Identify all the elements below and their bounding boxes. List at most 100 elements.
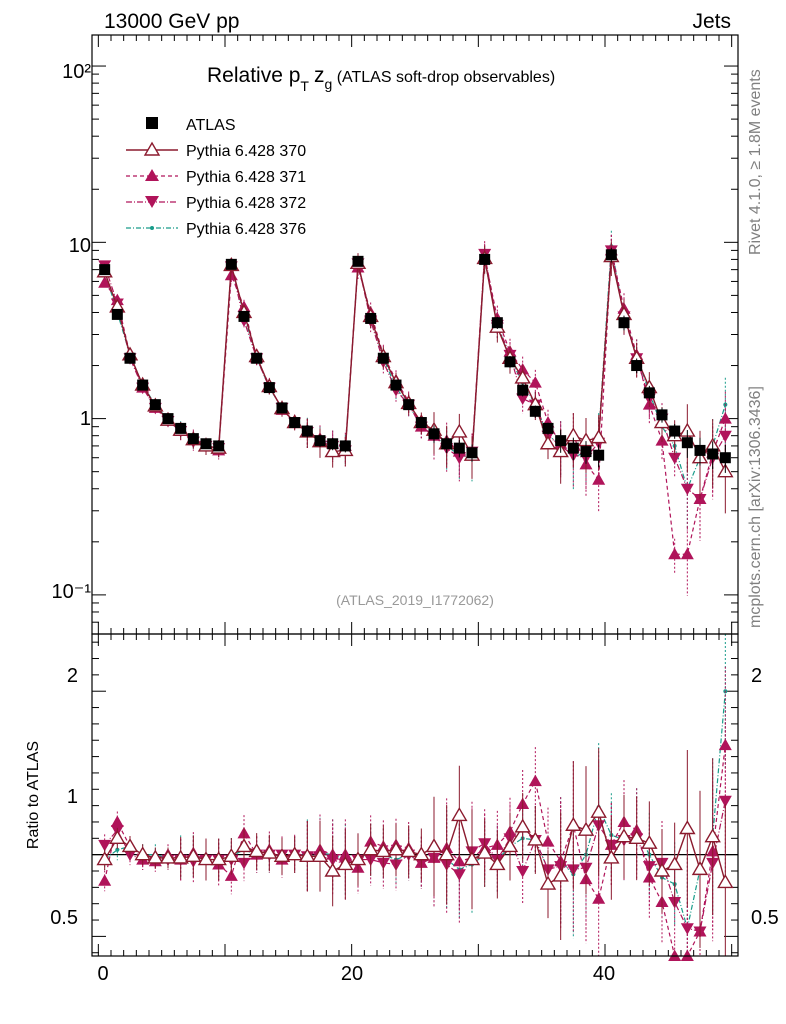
point-atlas bbox=[593, 449, 605, 461]
ratio-point-p370 bbox=[147, 849, 164, 864]
point-atlas bbox=[99, 264, 111, 276]
ratio-point-p370 bbox=[451, 807, 468, 822]
ratio-point-p370 bbox=[666, 856, 683, 871]
ratio-point-p370 bbox=[603, 849, 620, 864]
point-atlas bbox=[149, 399, 161, 411]
ratio-point-p370 bbox=[134, 846, 151, 861]
point-p371 bbox=[668, 547, 682, 560]
ratio-point-p376 bbox=[115, 847, 120, 852]
point-atlas bbox=[681, 437, 693, 449]
legend-marker-p372 bbox=[145, 196, 159, 208]
ratio-point-p371 bbox=[110, 815, 124, 827]
ratio-point-p370 bbox=[527, 831, 544, 846]
point-atlas bbox=[111, 308, 123, 320]
ratio-point-p372 bbox=[452, 869, 466, 881]
point-atlas bbox=[656, 409, 668, 421]
ratio-point-p370 bbox=[628, 829, 645, 845]
point-atlas bbox=[643, 387, 655, 399]
ratio-line-p371 bbox=[104, 745, 726, 957]
point-p371 bbox=[592, 473, 606, 485]
ratio-series-p376 bbox=[102, 634, 728, 956]
point-atlas bbox=[390, 379, 402, 391]
point-p370 bbox=[324, 443, 341, 458]
ratio-point-p370 bbox=[400, 843, 417, 858]
legend-label-p371: Pythia 6.428 371 bbox=[186, 169, 306, 186]
point-atlas bbox=[403, 399, 415, 411]
ratio-data-marks bbox=[96, 634, 734, 961]
point-atlas bbox=[491, 317, 503, 329]
ratio-point-p371 bbox=[541, 835, 555, 847]
ratio-point-p370 bbox=[121, 838, 139, 853]
ratio-point-p370 bbox=[590, 803, 607, 818]
ratio-point-p371 bbox=[98, 874, 112, 886]
ratio-point-p370 bbox=[577, 821, 595, 836]
point-atlas bbox=[719, 452, 731, 464]
point-atlas bbox=[580, 446, 592, 458]
x-tick-label-0: 0 bbox=[97, 963, 108, 985]
point-atlas bbox=[529, 405, 541, 417]
x-tick-label-20: 20 bbox=[341, 963, 363, 985]
ratio-point-p370 bbox=[476, 844, 493, 859]
ratio-point-p370 bbox=[438, 846, 455, 861]
legend-label-p376: Pythia 6.428 376 bbox=[186, 221, 306, 238]
point-p372 bbox=[680, 483, 694, 496]
ratio-point-p370 bbox=[413, 846, 430, 861]
ratio-point-p370 bbox=[691, 860, 709, 876]
series-p370 bbox=[96, 241, 734, 514]
ratio-point-p370 bbox=[286, 846, 303, 861]
point-atlas bbox=[466, 447, 478, 459]
series-atlas bbox=[99, 247, 731, 473]
legend-marker-p370 bbox=[143, 141, 161, 156]
point-atlas bbox=[415, 417, 427, 429]
ratio-point-p370 bbox=[375, 843, 392, 858]
main-title: Relative pT zg (ATLAS soft-drop observabl… bbox=[207, 64, 555, 94]
header-process-label: Jets bbox=[692, 10, 731, 33]
ratio-tick-label-2-right: 2 bbox=[751, 665, 762, 687]
y-tick-label-0p1: 10⁻¹ bbox=[52, 581, 92, 603]
mcplots-source-label: mcplots.cern.ch [arXiv:1306.3436] bbox=[747, 386, 764, 628]
point-atlas bbox=[213, 440, 225, 452]
ratio-tick-label-0p5: 0.5 bbox=[50, 907, 78, 929]
series-line-p372 bbox=[104, 250, 726, 501]
ratio-point-p370 bbox=[185, 847, 202, 862]
ratio-point-p370 bbox=[387, 841, 405, 856]
ratio-point-p370 bbox=[299, 847, 316, 862]
legend-label-atlas: ATLAS bbox=[186, 117, 236, 134]
ratio-point-p370 bbox=[235, 838, 253, 853]
point-atlas bbox=[314, 435, 326, 447]
point-atlas bbox=[352, 255, 364, 267]
point-atlas bbox=[301, 425, 313, 437]
point-atlas bbox=[327, 438, 339, 450]
point-p370 bbox=[539, 435, 557, 450]
point-p371 bbox=[718, 412, 732, 424]
point-atlas bbox=[365, 312, 377, 324]
analysis-id-label: (ATLAS_2019_I1772062) bbox=[336, 592, 494, 608]
ratio-panel-frame bbox=[91, 633, 739, 957]
point-atlas bbox=[225, 258, 237, 270]
series-p372 bbox=[98, 234, 732, 541]
ratio-point-p370 bbox=[349, 851, 367, 866]
ratio-point-p371 bbox=[592, 892, 606, 904]
ratio-tick-label-0p5-right: 0.5 bbox=[751, 907, 779, 929]
ratio-point-p370 bbox=[311, 847, 329, 862]
ratio-point-p371 bbox=[224, 869, 238, 881]
ratio-point-p370 bbox=[514, 818, 531, 833]
ratio-point-p371 bbox=[528, 774, 542, 787]
legend-marker-p371 bbox=[145, 169, 159, 181]
ratio-point-p370 bbox=[425, 838, 443, 853]
ratio-point-p370 bbox=[653, 862, 671, 877]
x-tick-label-40: 40 bbox=[593, 963, 615, 985]
ratio-series-p370 bbox=[96, 748, 734, 956]
ratio-point-p370 bbox=[717, 874, 734, 889]
point-p372 bbox=[668, 452, 682, 465]
ratio-point-p370 bbox=[641, 834, 658, 849]
point-atlas bbox=[517, 384, 529, 396]
ratio-y-axis-label: Ratio to ATLAS bbox=[25, 741, 42, 849]
ratio-point-p370 bbox=[362, 841, 379, 856]
y-tick-label-1: 1 bbox=[80, 408, 91, 430]
legend-marker-p376 bbox=[150, 226, 154, 230]
point-atlas bbox=[504, 356, 516, 368]
ratio-point-p370 bbox=[679, 820, 696, 835]
ratio-point-p370 bbox=[489, 856, 506, 871]
